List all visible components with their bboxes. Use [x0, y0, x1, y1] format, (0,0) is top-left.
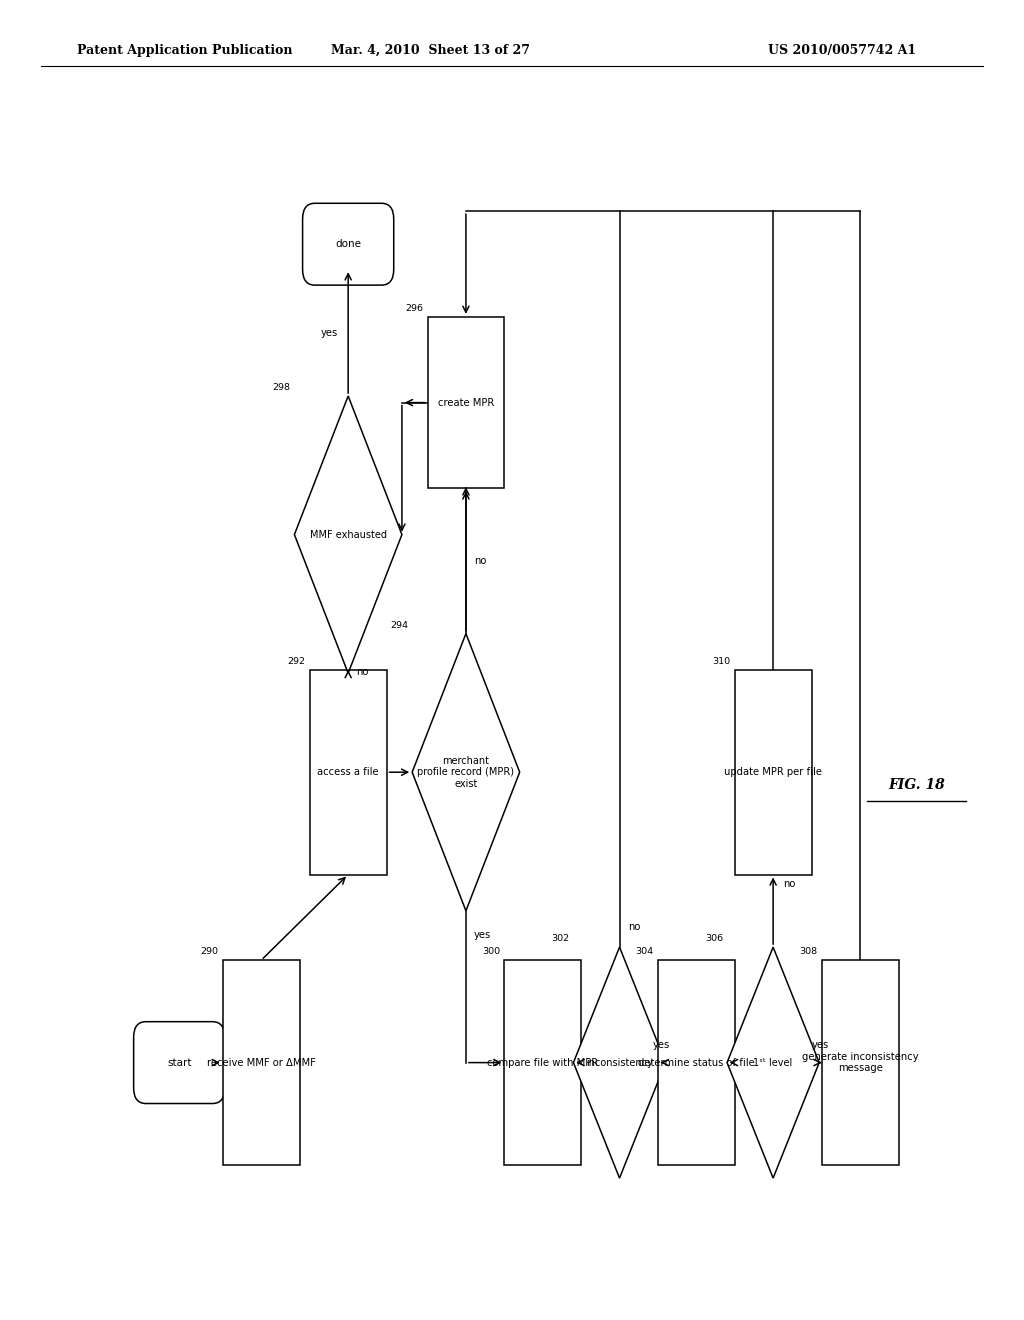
Polygon shape: [295, 396, 401, 673]
Text: start: start: [167, 1057, 191, 1068]
Text: yes: yes: [321, 327, 338, 338]
Text: 294: 294: [390, 620, 408, 630]
Text: create MPR: create MPR: [438, 397, 494, 408]
Text: FIG. 18: FIG. 18: [888, 779, 945, 792]
Text: merchant
profile record (MPR)
exist: merchant profile record (MPR) exist: [418, 755, 514, 789]
FancyBboxPatch shape: [223, 961, 299, 1164]
Text: yes: yes: [812, 1040, 829, 1051]
Text: compare file with MPR: compare file with MPR: [487, 1057, 598, 1068]
Text: no: no: [356, 667, 369, 677]
Text: generate inconsistency
message: generate inconsistency message: [802, 1052, 919, 1073]
Text: 298: 298: [272, 383, 291, 392]
Text: Mar. 4, 2010  Sheet 13 of 27: Mar. 4, 2010 Sheet 13 of 27: [331, 44, 529, 57]
FancyBboxPatch shape: [735, 671, 811, 875]
FancyBboxPatch shape: [505, 961, 582, 1164]
Text: 306: 306: [705, 935, 723, 942]
Text: 302: 302: [551, 935, 569, 942]
Polygon shape: [412, 634, 520, 911]
FancyBboxPatch shape: [303, 203, 393, 285]
FancyBboxPatch shape: [428, 317, 505, 488]
Text: done: done: [335, 239, 361, 249]
Text: yes: yes: [474, 929, 492, 940]
Text: 300: 300: [482, 948, 501, 956]
Text: 296: 296: [406, 304, 424, 313]
Text: 292: 292: [288, 657, 306, 667]
Polygon shape: [727, 948, 819, 1177]
Text: 304: 304: [636, 948, 654, 956]
Text: access a file: access a file: [317, 767, 379, 777]
Text: no: no: [628, 923, 640, 932]
Text: US 2010/0057742 A1: US 2010/0057742 A1: [768, 44, 916, 57]
Text: 1ˢᵗ level: 1ˢᵗ level: [754, 1057, 793, 1068]
Polygon shape: [573, 948, 666, 1177]
Text: no: no: [474, 556, 486, 566]
Text: MMF exhausted: MMF exhausted: [309, 529, 387, 540]
FancyBboxPatch shape: [310, 671, 387, 875]
FancyBboxPatch shape: [821, 961, 899, 1164]
Text: receive MMF or ΔMMF: receive MMF or ΔMMF: [207, 1057, 315, 1068]
Text: 308: 308: [800, 948, 817, 956]
Text: Patent Application Publication: Patent Application Publication: [77, 44, 292, 57]
Text: determine status of file: determine status of file: [638, 1057, 755, 1068]
Text: yes: yes: [653, 1040, 671, 1051]
FancyBboxPatch shape: [133, 1022, 224, 1104]
Text: 290: 290: [201, 948, 219, 956]
Text: 310: 310: [713, 657, 731, 667]
FancyBboxPatch shape: [658, 961, 735, 1164]
Text: no: no: [783, 879, 796, 890]
Text: inconsistency: inconsistency: [586, 1057, 653, 1068]
Text: update MPR per file: update MPR per file: [724, 767, 822, 777]
